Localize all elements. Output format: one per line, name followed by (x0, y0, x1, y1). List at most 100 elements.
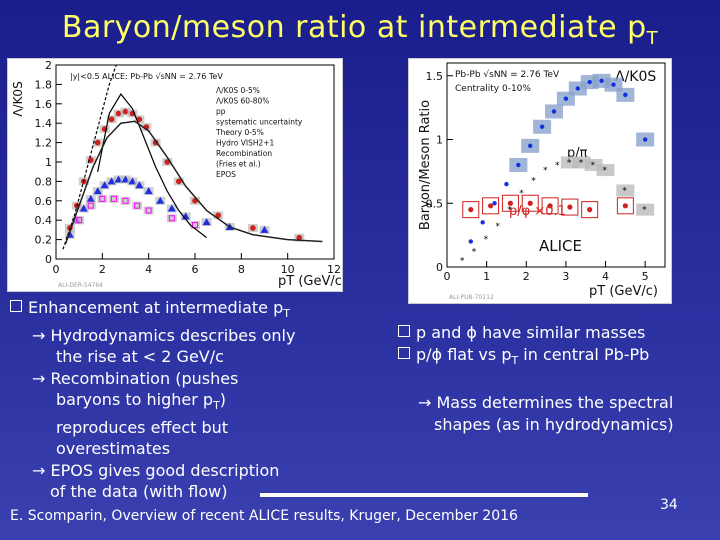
y-axis-label: Baryon/Meson Ratio (418, 100, 433, 230)
x-tick-label: 0 (444, 270, 451, 283)
y-axis-label: Λ/K0S (11, 81, 25, 116)
data-point-60-80 (167, 204, 176, 212)
data-point-p-pi: * (555, 161, 560, 171)
y-tick-label: 2 (45, 59, 52, 72)
watermark: ALI-DER-54764 (58, 282, 103, 289)
data-point-0-5 (250, 225, 256, 231)
data-point-p-pi: * (603, 166, 608, 176)
data-point-pp (110, 195, 117, 202)
x-tick-label: 2 (99, 263, 106, 276)
data-point-p-phi (488, 203, 494, 209)
sys-band (85, 201, 96, 210)
bullet-line: shapes (as in hydrodynamics) (434, 414, 674, 434)
data-point-pp (134, 202, 141, 209)
data-point-p-pi: * (567, 158, 572, 168)
theory-curve-hydro-vish2-1 (62, 64, 117, 250)
y-tick-label: 1 (436, 134, 443, 147)
data-point-p-pi: * (579, 158, 584, 168)
data-point-p-phi (507, 200, 514, 206)
sys-box (561, 198, 579, 216)
data-point-p-phi (567, 204, 573, 210)
data-point-p-pi: * (496, 222, 501, 232)
data-point-0-5 (122, 108, 129, 115)
lambda-k0s-plot: 0 2 4 6 8 10 12 0 0.2 0.4 0.6 0.8 1 1.2 1.4 1.6 1.8 2 pT (… (7, 58, 343, 292)
sys-band (97, 194, 108, 203)
data-point-pp (87, 202, 94, 209)
data-point-lambda-k0s (539, 124, 545, 129)
legend-entry: systematic uncertainty (216, 118, 303, 127)
data-point-60-80 (202, 218, 211, 226)
legend-sub: Centrality 0-10% (455, 84, 531, 94)
data-point-lambda-k0s (587, 79, 592, 85)
sys-box (482, 197, 500, 215)
sys-box (581, 201, 599, 219)
data-point-60-80 (156, 196, 165, 204)
sys-band (74, 216, 85, 225)
data-point-p-phi (587, 207, 593, 213)
y-tick-label: 0 (45, 253, 52, 266)
data-point-60-80 (79, 204, 88, 212)
data-point-p-phi (468, 207, 474, 213)
data-point-p-phi (622, 203, 628, 209)
legend-entry: EPOS (216, 170, 236, 179)
sys-band (596, 164, 615, 177)
sys-box (541, 197, 559, 215)
data-point-lambda-k0s (492, 201, 497, 206)
plot-frame (446, 62, 666, 268)
data-point-60-80 (86, 194, 95, 202)
footer-divider (260, 493, 588, 497)
x-axis-label: pT (GeV/c) (589, 284, 658, 299)
data-point-lambda-k0s (516, 162, 521, 168)
data-point-0-5 (136, 116, 143, 123)
x-tick-label: 10 (281, 263, 295, 276)
bullet-line: overestimates (56, 439, 171, 459)
data-point-lambda-k0s (575, 86, 580, 91)
y-tick-label: 0.5 (426, 197, 444, 210)
data-point-60-80 (100, 181, 109, 189)
data-point-pp (168, 215, 175, 222)
legend-entry: (Fries et al.) (216, 160, 261, 169)
theory-curve-recombination (97, 93, 207, 239)
x-tick-label: 1 (483, 270, 490, 283)
data-point-60-80 (260, 225, 269, 233)
x-axis-label: pT (GeV/c) (278, 274, 342, 289)
x-tick-label: 0 (53, 263, 60, 276)
theory-curve-epos (64, 120, 323, 245)
x-tick-label: 8 (238, 263, 245, 276)
bullet-line: baryons to higher pT) (56, 390, 227, 413)
data-point-0-5 (175, 178, 182, 185)
page-number: 34 (660, 497, 678, 513)
data-point-pp (76, 217, 83, 224)
data-point-p-pi: * (472, 248, 477, 258)
legend-header: Pb-Pb √sNN = 2.76 TeV (455, 69, 560, 80)
data-point-p-pi: * (460, 257, 465, 267)
data-point-p-phi (547, 203, 553, 209)
bullet-line: → Hydrodynamics describes only (32, 325, 296, 345)
baryon-meson-svg: 0 1 2 3 4 5 0 0.5 1 1.5 pT (GeV/c) Baryon/Meson Rat… (418, 62, 666, 301)
legend-entry: Theory 0-5% (215, 128, 264, 137)
y-tick-label: 1 (45, 156, 52, 169)
x-tick-label: 6 (192, 263, 199, 276)
data-point-lambda-k0s (599, 78, 604, 84)
sys-band (190, 221, 200, 230)
legend-entry: Recombination (216, 149, 272, 158)
x-tick-label: 3 (562, 270, 569, 283)
data-point-0-5 (215, 212, 221, 219)
data-point-lambda-k0s (623, 92, 628, 98)
x-tick-label: 4 (602, 270, 609, 283)
sys-band (108, 194, 119, 203)
bullet-marker-icon (398, 346, 410, 359)
lambda-k0s-svg: 0 2 4 6 8 10 12 0 0.2 0.4 0.6 0.8 1 1.2 1.4 1.6 1.8 2 pT (… (11, 59, 342, 289)
plot-frame (55, 64, 335, 260)
sys-box (616, 197, 634, 215)
sys-band (132, 201, 143, 210)
data-point-pp (99, 195, 106, 202)
data-point-pp (122, 197, 129, 204)
bullet-line: Enhancement at intermediate pT (10, 297, 350, 325)
y-tick-label: 1.4 (35, 117, 53, 130)
y-tick-label: 1.5 (426, 70, 444, 83)
data-point-lambda-k0s (563, 96, 569, 101)
y-tick-label: 0.8 (35, 175, 53, 188)
sys-band (636, 203, 655, 216)
legend-entry: Λ/K0S 60-80% (216, 97, 269, 106)
